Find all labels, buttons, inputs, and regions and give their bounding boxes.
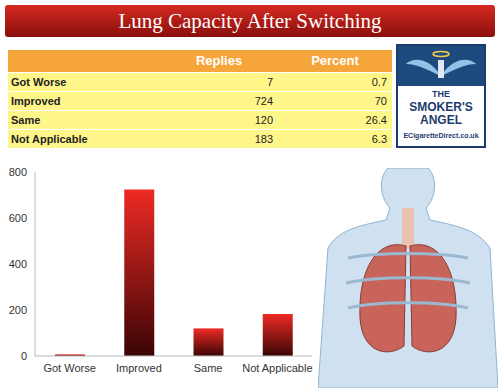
html-text:ANGEL: ANGEL	[420, 113, 462, 127]
svg-text:800: 800	[9, 166, 27, 178]
html-text:Replies: Replies	[195, 53, 243, 68]
html-text:0.7: 0.7	[371, 76, 387, 88]
html-text:Not Applicable: Not Applicable	[11, 133, 88, 145]
html-text:70: 70	[374, 95, 387, 107]
html-text:Improved: Improved	[11, 95, 61, 107]
html-text:26.4: 26.4	[365, 114, 387, 126]
html-text:Got Worse: Got Worse	[11, 76, 67, 88]
html-text:6.3: 6.3	[371, 133, 387, 145]
html-text:7: 7	[266, 76, 273, 88]
html-text:724: 724	[254, 95, 273, 107]
svg-text:Improved: Improved	[116, 362, 162, 374]
svg-text:Got Worse: Got Worse	[43, 362, 95, 374]
svg-text:400: 400	[9, 258, 27, 270]
svg-text:0: 0	[21, 350, 27, 362]
svg-text:Same: Same	[194, 362, 223, 374]
html-text:120: 120	[254, 114, 273, 126]
html-text:Same: Same	[11, 114, 41, 126]
html-text:THE: THE	[432, 89, 450, 99]
html-text:183: 183	[254, 133, 273, 145]
svg-text:Not Applicable: Not Applicable	[242, 362, 312, 374]
html-text:Lung Capacity After Switching: Lung Capacity After Switching	[118, 8, 382, 33]
html-text:ECigaretteDirect.co.uk: ECigaretteDirect.co.uk	[403, 132, 479, 139]
html-text:SMOKER'S: SMOKER'S	[409, 100, 473, 114]
html-text:Percent: Percent	[311, 53, 359, 68]
svg-text:600: 600	[9, 212, 27, 224]
svg-text:200: 200	[9, 304, 27, 316]
